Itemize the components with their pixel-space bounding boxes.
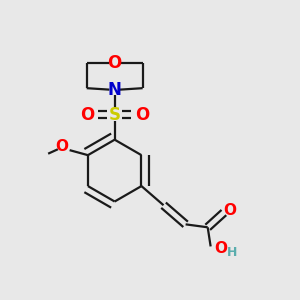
Text: N: N — [108, 81, 122, 99]
Text: O: O — [107, 54, 122, 72]
Text: S: S — [109, 106, 121, 124]
Text: O: O — [56, 139, 68, 154]
Text: H: H — [226, 246, 237, 260]
Text: O: O — [80, 106, 94, 124]
Text: O: O — [214, 241, 227, 256]
Text: O: O — [135, 106, 149, 124]
Text: O: O — [223, 203, 236, 218]
